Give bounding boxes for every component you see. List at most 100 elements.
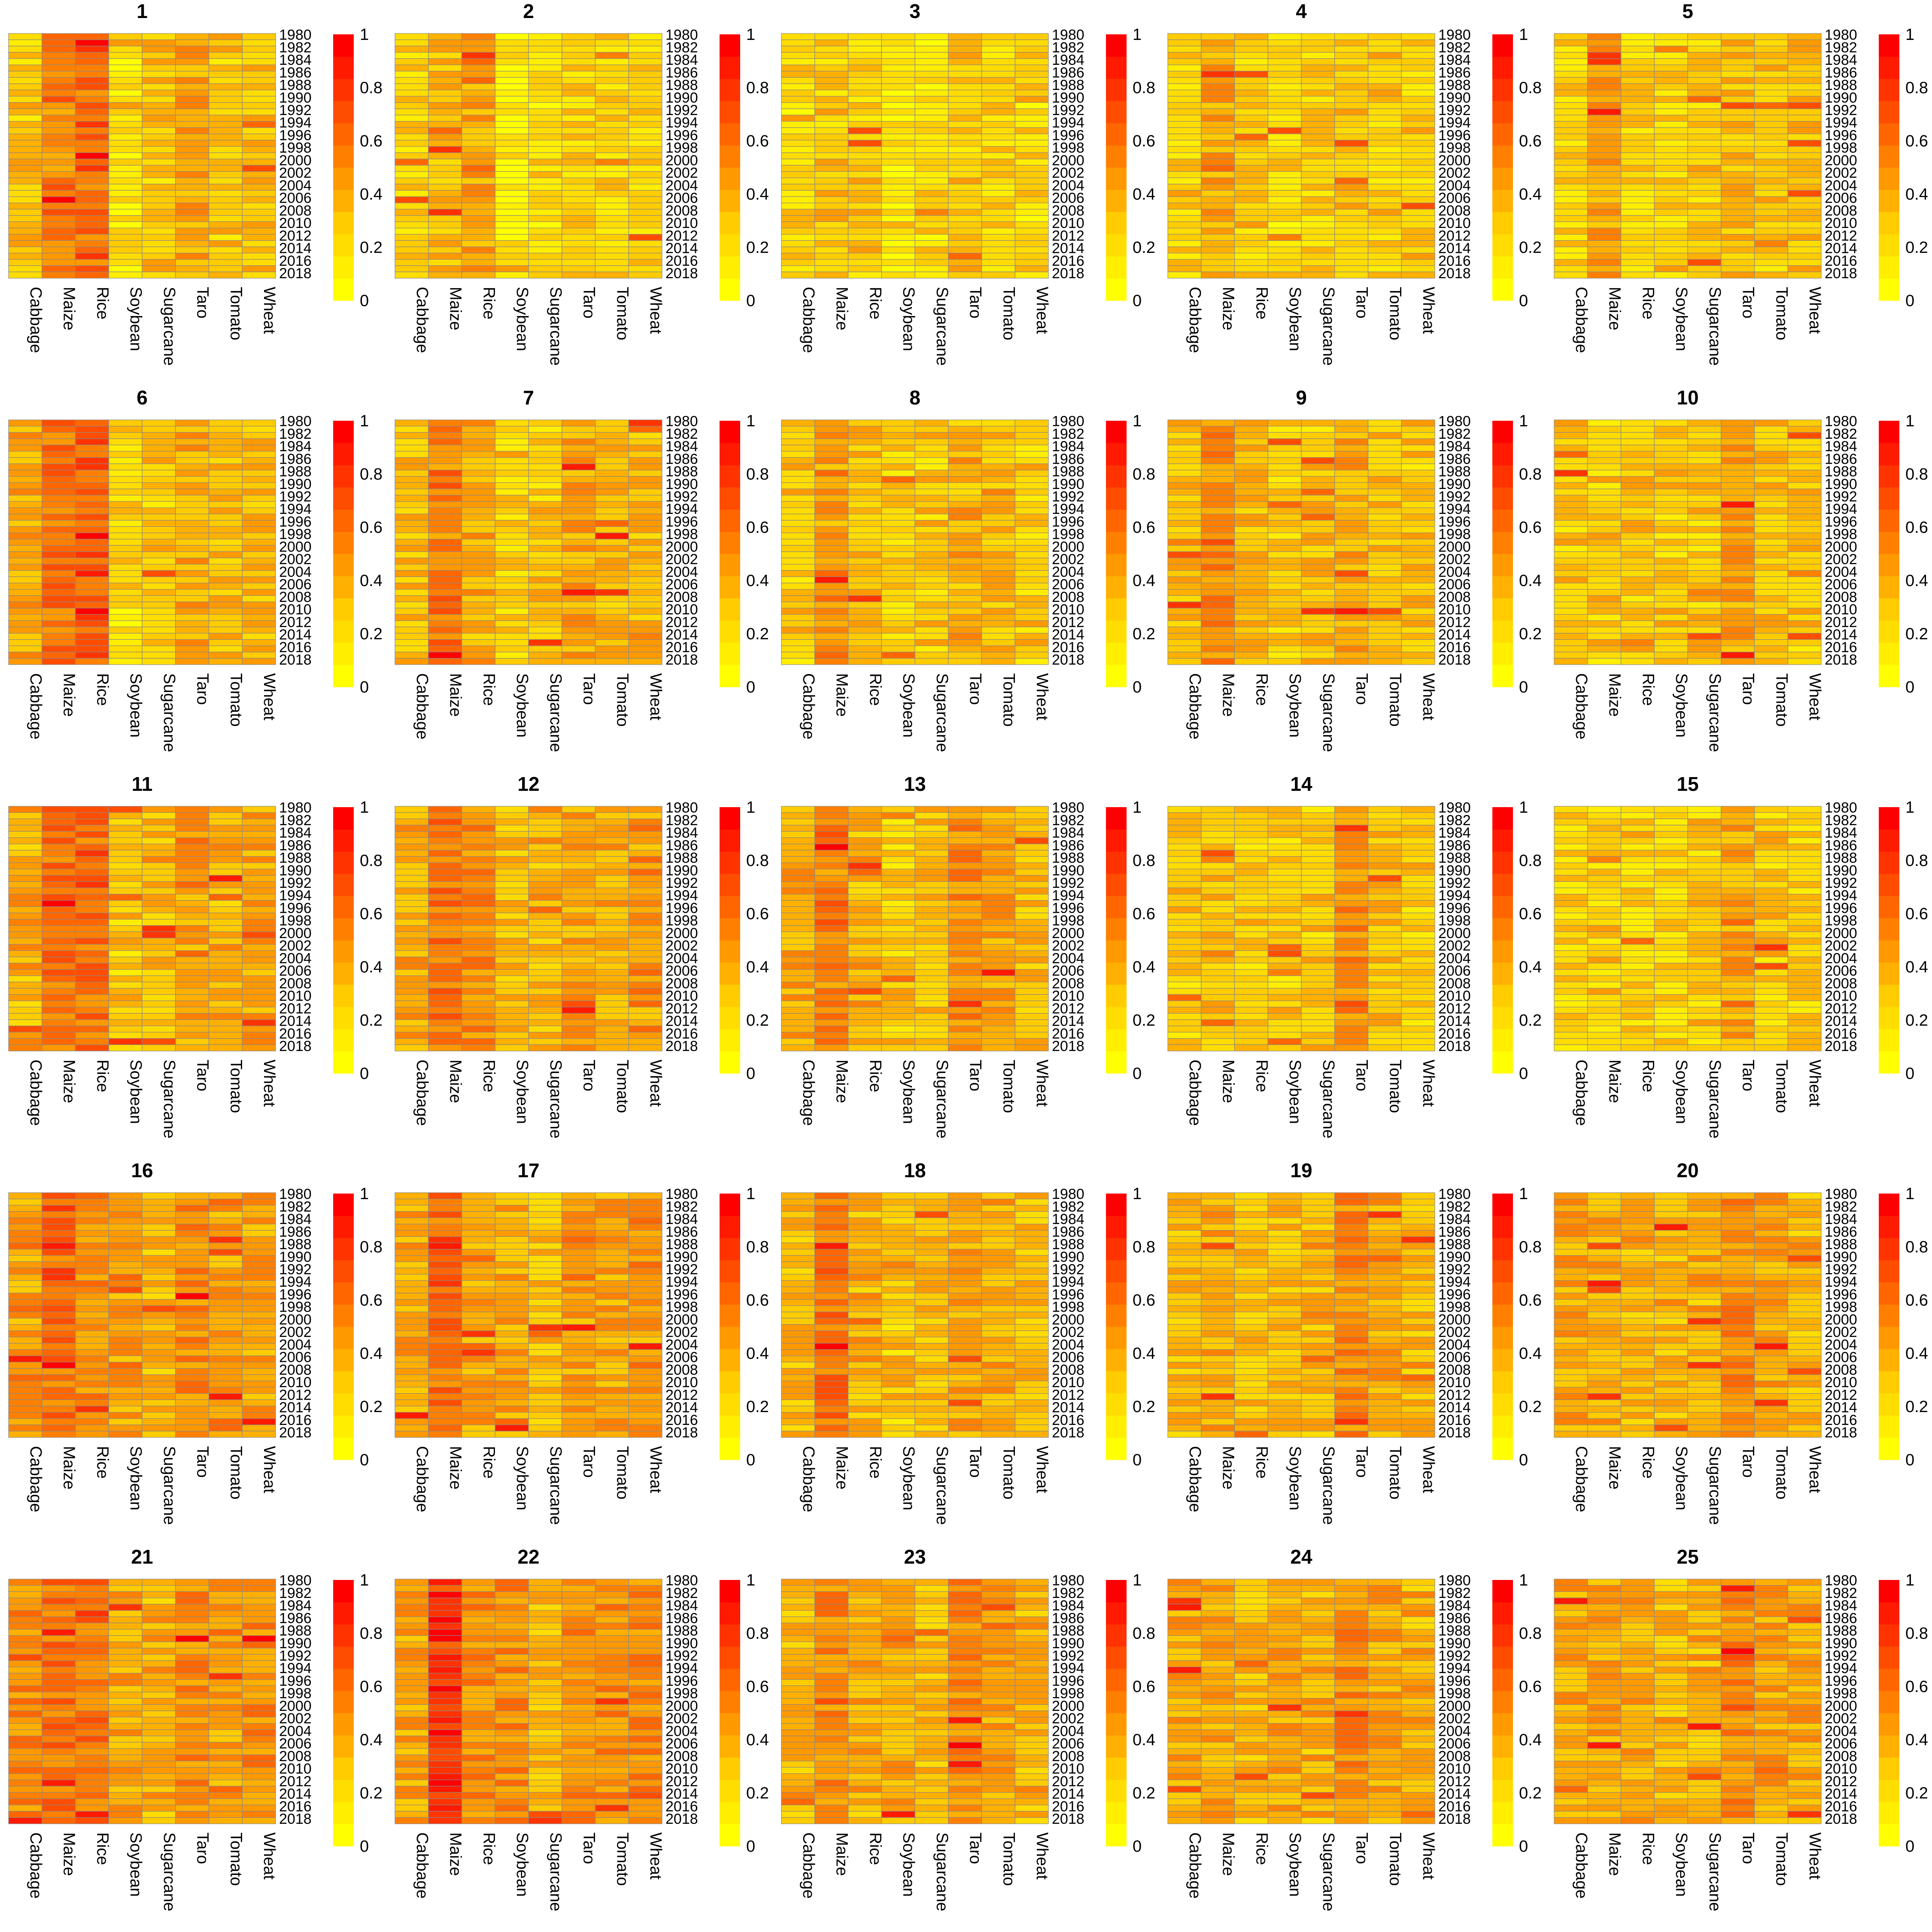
heatmap-cell: [781, 46, 815, 53]
heatmap-cell: [495, 513, 529, 521]
heatmap-cell: [628, 495, 662, 502]
heatmap-cell: [1167, 33, 1202, 40]
heatmap-cell: [8, 444, 43, 452]
year-label: 1996: [1438, 127, 1471, 143]
heatmap-cell: [1267, 240, 1302, 247]
heatmap-cell: [175, 196, 210, 204]
heatmap-cell: [881, 451, 915, 458]
heatmap-cell: [395, 944, 429, 951]
heatmap-cell: [108, 570, 143, 577]
year-label: 1984: [279, 52, 312, 68]
heatmap-panel: 9198019821984198619881990199219941996199…: [1167, 386, 1542, 752]
year-label: 1990: [1438, 476, 1471, 492]
heatmap-cell: [881, 1019, 915, 1027]
heatmap-cell: [395, 46, 429, 53]
heatmap-cell: [1687, 595, 1722, 602]
heatmap-cell: [1201, 252, 1235, 260]
heatmap-cell: [814, 856, 849, 863]
heatmap-cell: [848, 432, 882, 439]
year-label: 1988: [1825, 464, 1857, 480]
heatmap-cell: [75, 1038, 109, 1045]
heatmap-cell: [814, 950, 849, 957]
heatmap-cell: [1754, 614, 1788, 621]
heatmap-cell: [814, 1044, 849, 1051]
heatmap-cell: [1015, 583, 1049, 590]
heatmap-cell: [1267, 869, 1302, 876]
heatmap-cell: [528, 265, 562, 272]
heatmap-cell: [1167, 1025, 1202, 1033]
panel-title: 5: [1682, 0, 1693, 22]
heatmap-cell: [1334, 438, 1369, 446]
heatmap-cell: [528, 925, 562, 932]
heatmap-cell: [1687, 190, 1722, 197]
heatmap-cell: [461, 963, 495, 970]
colorbar-segment: [1106, 807, 1127, 830]
heatmap-cell: [914, 134, 949, 141]
colorbar-segment: [720, 123, 740, 146]
heatmap-cell: [208, 165, 243, 172]
heatmap-cell: [814, 33, 849, 40]
heatmap-cell: [981, 52, 1015, 59]
heatmap-cell: [208, 39, 243, 46]
heatmap-cell: [1015, 240, 1049, 247]
heatmap-cell: [1754, 438, 1788, 446]
crop-label: Cabbage: [27, 287, 45, 353]
heatmap-cell: [142, 39, 176, 46]
heatmap-cell: [1267, 1032, 1302, 1039]
heatmap-cell: [175, 108, 210, 115]
heatmap-cell: [1015, 234, 1049, 241]
heatmap-cell: [1721, 620, 1755, 627]
year-label: 2008: [279, 975, 312, 992]
heatmap-cell: [75, 626, 109, 634]
year-label: 1986: [1825, 451, 1857, 467]
heatmap-cell: [8, 818, 43, 826]
heatmap-cell: [1587, 246, 1622, 254]
heatmap-cell: [175, 812, 210, 819]
heatmap-cell: [595, 438, 629, 446]
heatmap-cell: [461, 489, 495, 495]
heatmap-cell: [914, 184, 949, 191]
crop-label: Sugarcane: [1706, 287, 1724, 366]
heatmap-cell: [562, 177, 596, 185]
heatmap-cell: [461, 608, 495, 615]
heatmap-cell: [8, 476, 43, 483]
heatmap-cell: [1201, 919, 1235, 926]
heatmap-cell: [1167, 639, 1202, 646]
heatmap-cell: [1654, 633, 1688, 640]
heatmap-cell: [1787, 165, 1822, 172]
heatmap-cell: [781, 165, 815, 172]
heatmap-cell: [142, 184, 176, 191]
heatmap-cell: [1401, 228, 1435, 235]
heatmap-cell: [1201, 470, 1235, 477]
heatmap-cell: [1267, 633, 1302, 640]
heatmap-cell: [108, 513, 143, 521]
crop-label: Tomato: [1772, 287, 1790, 340]
heatmap-cell: [528, 887, 562, 895]
colorbar-segment: [1106, 874, 1127, 896]
heatmap-cell: [75, 894, 109, 901]
heatmap-cell: [848, 981, 882, 989]
heatmap-cell: [1301, 988, 1335, 995]
year-label: 1982: [279, 426, 312, 442]
colorbar-segment: [333, 642, 354, 665]
heatmap-cell: [108, 1038, 143, 1045]
heatmap-cell: [595, 620, 629, 627]
heatmap-cell: [175, 806, 210, 813]
heatmap-cell: [1015, 1007, 1049, 1014]
heatmap-cell: [1267, 938, 1302, 945]
heatmap-cell: [1721, 115, 1755, 122]
heatmap-cell: [1587, 115, 1622, 122]
heatmap-cell: [848, 526, 882, 533]
heatmap-cell: [914, 46, 949, 53]
colorbar-segment: [1492, 576, 1513, 598]
heatmap-cell: [495, 526, 529, 533]
heatmap-cell: [42, 894, 76, 901]
heatmap-cell: [1167, 102, 1202, 109]
heatmap-cell: [142, 171, 176, 178]
heatmap-cell: [395, 551, 429, 559]
heatmap-cell: [1687, 457, 1722, 464]
heatmap-cell: [1367, 127, 1402, 134]
heatmap-cell: [75, 957, 109, 963]
heatmap-cell: [881, 532, 915, 540]
heatmap-cell: [1687, 265, 1722, 272]
